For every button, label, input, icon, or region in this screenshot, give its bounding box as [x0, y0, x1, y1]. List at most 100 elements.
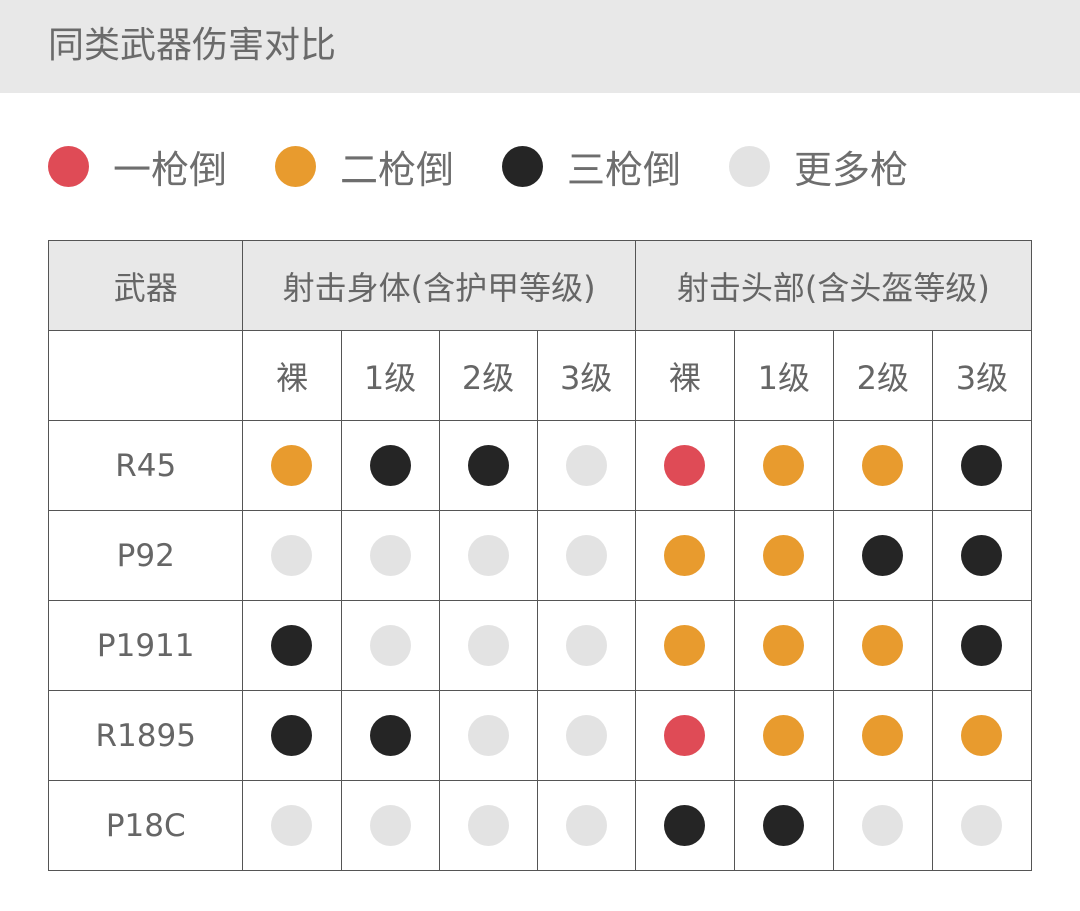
legend-label: 一枪倒 [113, 147, 228, 192]
result-cell [931, 780, 1033, 871]
table-row: P92 [47, 510, 1033, 601]
shots-three-dot-icon [664, 805, 706, 846]
result-cell [832, 600, 933, 691]
shots-more-dot-icon [467, 805, 509, 846]
shots-three-dot-icon [961, 535, 1003, 576]
table-row: R1895 [47, 690, 1033, 781]
shots-three-dot-icon [369, 445, 411, 486]
result-cell [733, 780, 834, 871]
shots-two-dot-icon [763, 715, 805, 756]
shots-one-dot-icon [664, 715, 706, 756]
armor-level-header: 3级 [536, 330, 636, 421]
result-cell [340, 600, 440, 691]
result-cell [733, 600, 834, 691]
result-cell [242, 690, 342, 781]
header-bar: 同类武器伤害对比 [0, 0, 1080, 93]
armor-level-header: 2级 [438, 330, 538, 421]
result-cell [242, 420, 342, 511]
shots-three-dot-icon [369, 715, 411, 756]
shots-three-dot-icon [271, 715, 313, 756]
legend-label: 更多枪 [794, 147, 909, 192]
legend-item-three: 三枪倒 [502, 139, 681, 194]
shots-more-dot-icon [565, 445, 607, 486]
shots-two-dot-icon [763, 445, 805, 486]
shots-more-dot-icon [467, 715, 509, 756]
result-cell [438, 780, 538, 871]
result-cell [242, 600, 342, 691]
weapon-name: P92 [47, 510, 244, 601]
result-cell [438, 600, 538, 691]
result-cell [340, 420, 440, 511]
shots-two-dot-icon [961, 715, 1003, 756]
shots-more-dot-icon [271, 805, 313, 846]
shots-three-dot-icon [862, 535, 904, 576]
weapon-name: P1911 [47, 600, 244, 691]
armor-level-header: 2级 [832, 330, 933, 421]
header-weapon: 武器 [47, 240, 244, 331]
shots-more-dot-icon [565, 715, 607, 756]
legend-item-two: 二枪倒 [275, 139, 454, 194]
result-cell [832, 510, 933, 601]
shots-two-dot-icon [271, 445, 313, 486]
weapon-name: P18C [47, 780, 244, 871]
result-cell [634, 510, 735, 601]
armor-level-header: 1级 [340, 330, 440, 421]
result-cell [931, 420, 1033, 511]
table-row: P18C [47, 780, 1033, 871]
shots-more-dot-icon [961, 805, 1003, 846]
table-row: R45 [47, 420, 1033, 511]
page-title: 同类武器伤害对比 [48, 25, 337, 66]
shots-two-dot-icon [664, 535, 706, 576]
result-cell [733, 510, 834, 601]
shots-more-dot-icon [565, 805, 607, 846]
result-cell [733, 690, 834, 781]
legend-dot-icon [729, 145, 771, 187]
result-cell [832, 690, 933, 781]
shots-more-dot-icon [467, 625, 509, 666]
damage-comparison-table: 武器 射击身体(含护甲等级) 射击头部(含头盔等级) 裸 1级 2级 3级裸 1级 2级 3… [47, 240, 1033, 871]
armor-level-header: 3级 [931, 330, 1033, 421]
header-empty [47, 330, 244, 421]
shots-more-dot-icon [369, 805, 411, 846]
legend-item-more: 更多枪 [729, 139, 908, 194]
legend-label: 二枪倒 [340, 147, 455, 192]
shots-three-dot-icon [961, 445, 1003, 486]
result-cell [438, 510, 538, 601]
header-body-shot: 射击身体(含护甲等级) [242, 240, 636, 331]
result-cell [931, 600, 1033, 691]
result-cell [931, 510, 1033, 601]
shots-three-dot-icon [467, 445, 509, 486]
result-cell [832, 780, 933, 871]
shots-two-dot-icon [862, 625, 904, 666]
armor-level-header: 裸 [242, 330, 342, 421]
result-cell [340, 510, 440, 601]
result-cell [733, 420, 834, 511]
shots-more-dot-icon [565, 535, 607, 576]
armor-level-header: 1级 [733, 330, 834, 421]
result-cell [634, 780, 735, 871]
shots-more-dot-icon [565, 625, 607, 666]
legend-dot-icon [48, 145, 89, 187]
armor-level-row: 裸 1级 2级 3级裸 1级 2级 3级 [47, 330, 1033, 421]
result-cell [340, 780, 440, 871]
result-cell [536, 510, 636, 601]
shots-more-dot-icon [862, 805, 904, 846]
shots-three-dot-icon [961, 625, 1003, 666]
result-cell [536, 600, 636, 691]
legend-dot-icon [502, 145, 544, 187]
result-cell [536, 420, 636, 511]
shots-three-dot-icon [271, 625, 313, 666]
weapon-name: R45 [47, 420, 244, 511]
shots-more-dot-icon [369, 535, 411, 576]
result-cell [242, 510, 342, 601]
result-cell [634, 690, 735, 781]
result-cell [634, 420, 735, 511]
legend-label: 三枪倒 [567, 147, 682, 192]
legend: 一枪倒 二枪倒 三枪倒 更多枪 [48, 140, 956, 192]
shots-two-dot-icon [763, 535, 805, 576]
result-cell [438, 420, 538, 511]
shots-one-dot-icon [664, 445, 706, 486]
result-cell [536, 690, 636, 781]
result-cell [931, 690, 1033, 781]
legend-item-one: 一枪倒 [48, 139, 227, 194]
